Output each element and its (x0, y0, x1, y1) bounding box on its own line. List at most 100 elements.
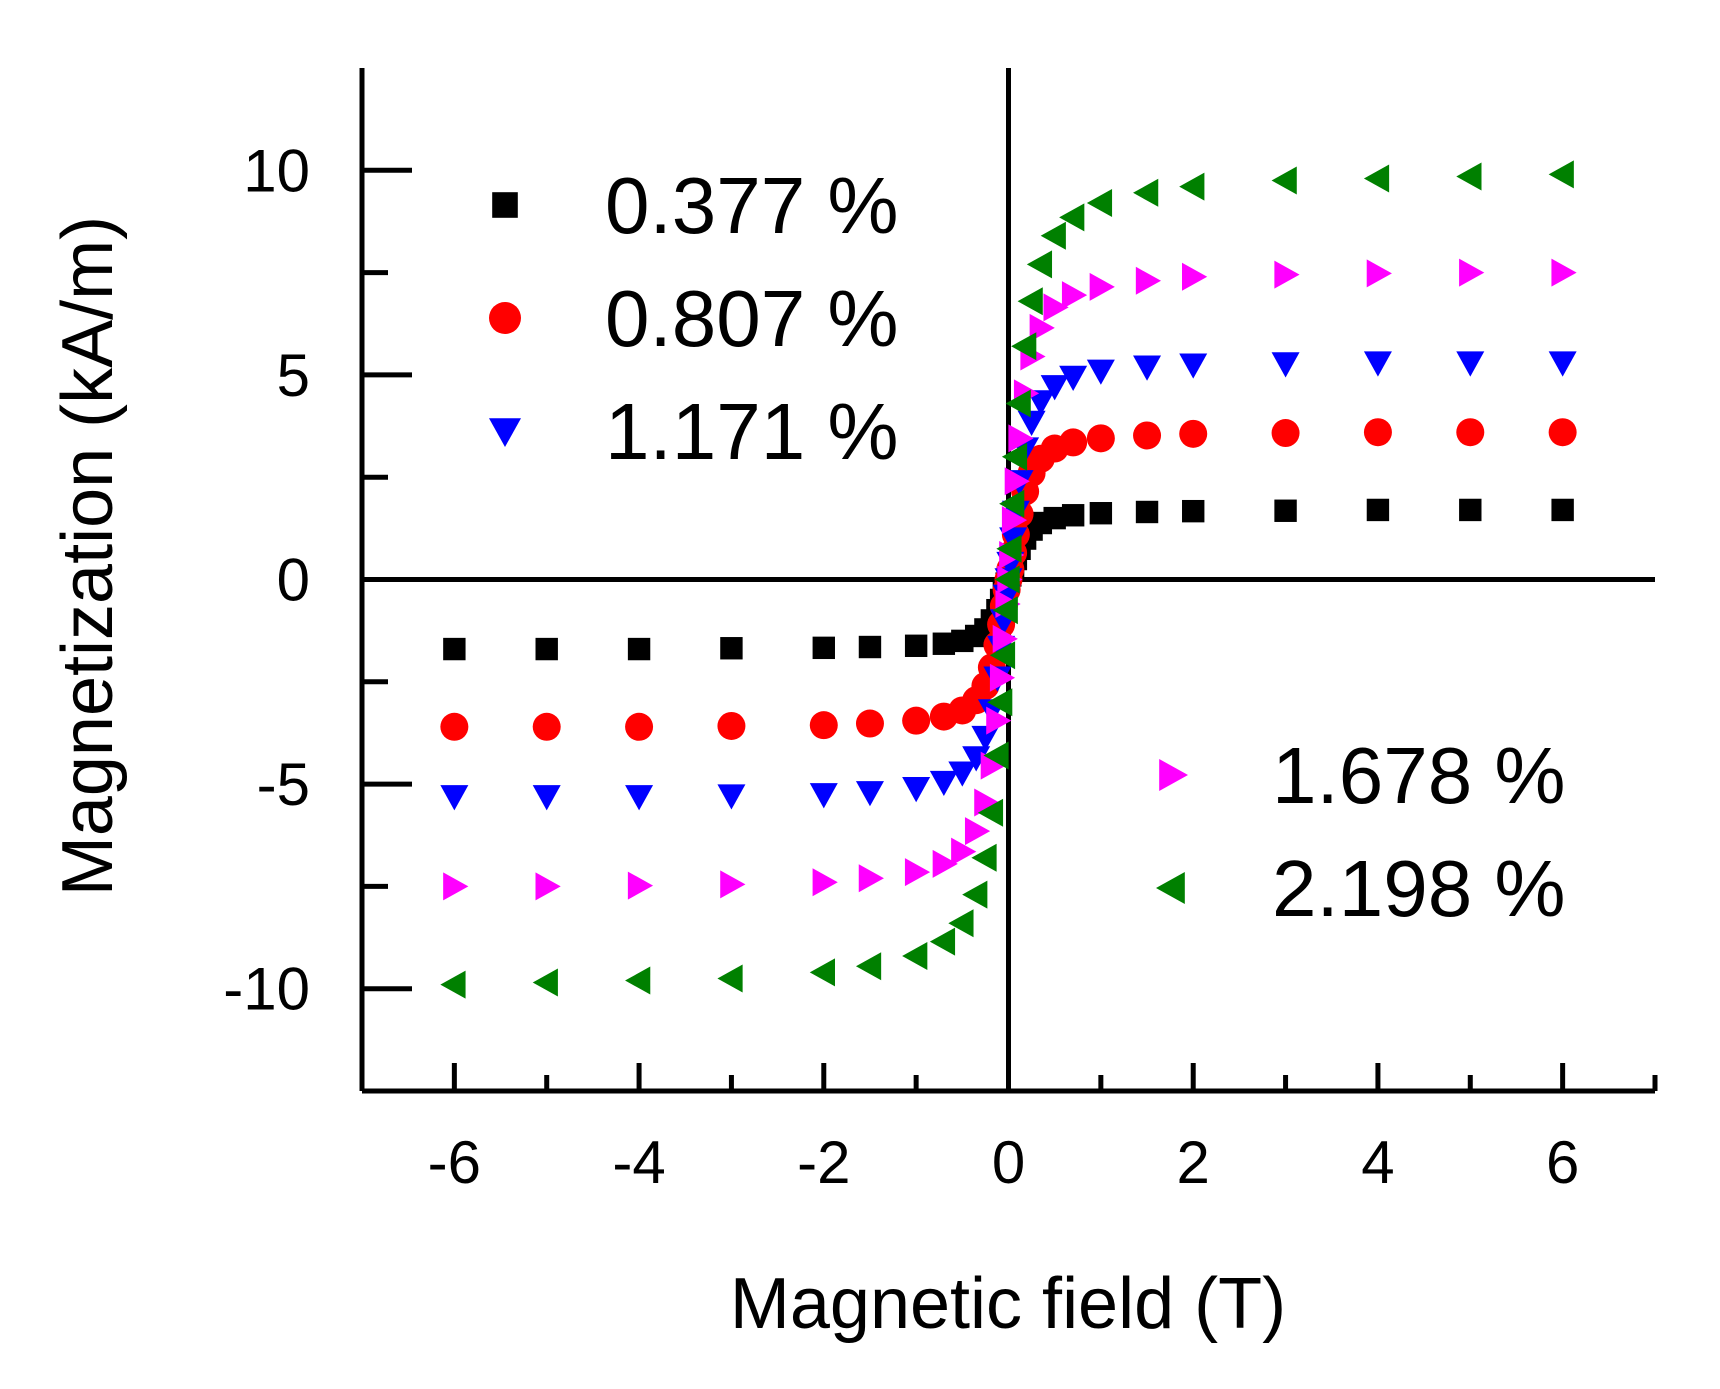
data-point (977, 798, 1004, 827)
data-point (812, 868, 838, 897)
data-point (980, 751, 1006, 780)
data-point (1026, 250, 1053, 279)
data-point (932, 849, 958, 878)
y-axis-title: Magnetization (kA/m) (48, 216, 128, 896)
data-point (1133, 178, 1159, 207)
legend-marker (489, 418, 521, 447)
x-tick-label: 2 (1177, 1129, 1210, 1196)
x-tick-label: -2 (797, 1129, 850, 1196)
data-point (1363, 418, 1392, 447)
data-point (1001, 442, 1028, 471)
data-point (1086, 189, 1113, 218)
data-point (948, 761, 977, 787)
data-point (1043, 506, 1066, 530)
data-point (717, 711, 746, 740)
data-point (971, 843, 997, 872)
data-point (1274, 260, 1300, 289)
legend-marker (1156, 872, 1185, 904)
data-point (1059, 365, 1088, 391)
data-point (1363, 164, 1390, 193)
data-point (962, 880, 988, 909)
x-tick-label: 4 (1361, 1129, 1394, 1196)
data-point (809, 783, 838, 809)
data-point (1179, 353, 1208, 379)
data-point (855, 781, 884, 807)
data-point (1011, 332, 1037, 361)
data-point (902, 776, 931, 803)
data-point (1061, 504, 1085, 527)
data-point (987, 688, 1013, 717)
data-point (951, 837, 977, 866)
data-point (1040, 221, 1066, 250)
legend-label: 2.198 % (1272, 844, 1566, 933)
y-tick-label: 10 (243, 137, 310, 204)
data-point (625, 712, 654, 741)
data-point (858, 864, 884, 893)
data-point (809, 711, 838, 740)
data-point (986, 706, 1012, 735)
x-tick-label: -4 (612, 1129, 665, 1196)
data-point (855, 952, 882, 981)
data-point (1548, 351, 1577, 377)
data-point (974, 788, 1000, 817)
series-1-171 (440, 351, 1577, 811)
legend-marker (492, 192, 518, 218)
data-point (1182, 499, 1205, 523)
legend-marker (489, 302, 521, 334)
data-point (1135, 500, 1159, 524)
data-point (858, 635, 882, 659)
data-point (1086, 359, 1115, 385)
data-point (902, 706, 931, 735)
data-point (1551, 258, 1577, 287)
data-point (532, 712, 561, 741)
y-tick-label: -10 (223, 956, 310, 1023)
data-point (532, 968, 558, 997)
data-point (440, 712, 469, 741)
data-point (440, 970, 466, 999)
data-point (627, 637, 651, 661)
x-axis-title: Magnetic field (T) (730, 1264, 1286, 1344)
x-tick-label: 6 (1546, 1129, 1579, 1196)
legend-label: 1.678 % (1272, 731, 1566, 820)
data-point (1271, 352, 1300, 378)
data-point (1456, 351, 1485, 377)
data-point (1061, 281, 1088, 310)
data-point (1456, 162, 1482, 191)
data-point (1366, 498, 1390, 522)
data-point (717, 784, 746, 810)
data-point (1182, 262, 1208, 291)
data-point (1089, 272, 1115, 301)
data-point (1017, 287, 1043, 316)
data-point (902, 941, 928, 970)
data-point (443, 872, 469, 901)
data-point (1001, 506, 1028, 535)
data-point (999, 489, 1025, 518)
data-point (1133, 421, 1162, 450)
data-point (1271, 166, 1297, 195)
data-point (535, 872, 561, 901)
data-point (717, 964, 743, 993)
data-point (532, 785, 561, 811)
data-point (1551, 498, 1574, 522)
data-point (929, 770, 958, 797)
data-point (812, 636, 835, 660)
data-point (989, 641, 1016, 670)
data-point (1271, 419, 1300, 448)
data-point (1133, 355, 1162, 381)
legend-marker (1159, 759, 1188, 791)
data-point (904, 634, 928, 657)
data-point (996, 534, 1022, 563)
data-point (1179, 172, 1205, 201)
data-point (440, 785, 469, 811)
data-point (1004, 467, 1030, 496)
legend-label: 0.377 % (605, 161, 899, 250)
data-point (1059, 428, 1088, 457)
data-point (625, 966, 651, 995)
x-tick-label: 0 (992, 1129, 1025, 1196)
data-point (1548, 418, 1577, 447)
data-point (1179, 419, 1208, 448)
data-point (1040, 375, 1069, 401)
data-point (720, 870, 746, 899)
data-point (992, 624, 1018, 653)
